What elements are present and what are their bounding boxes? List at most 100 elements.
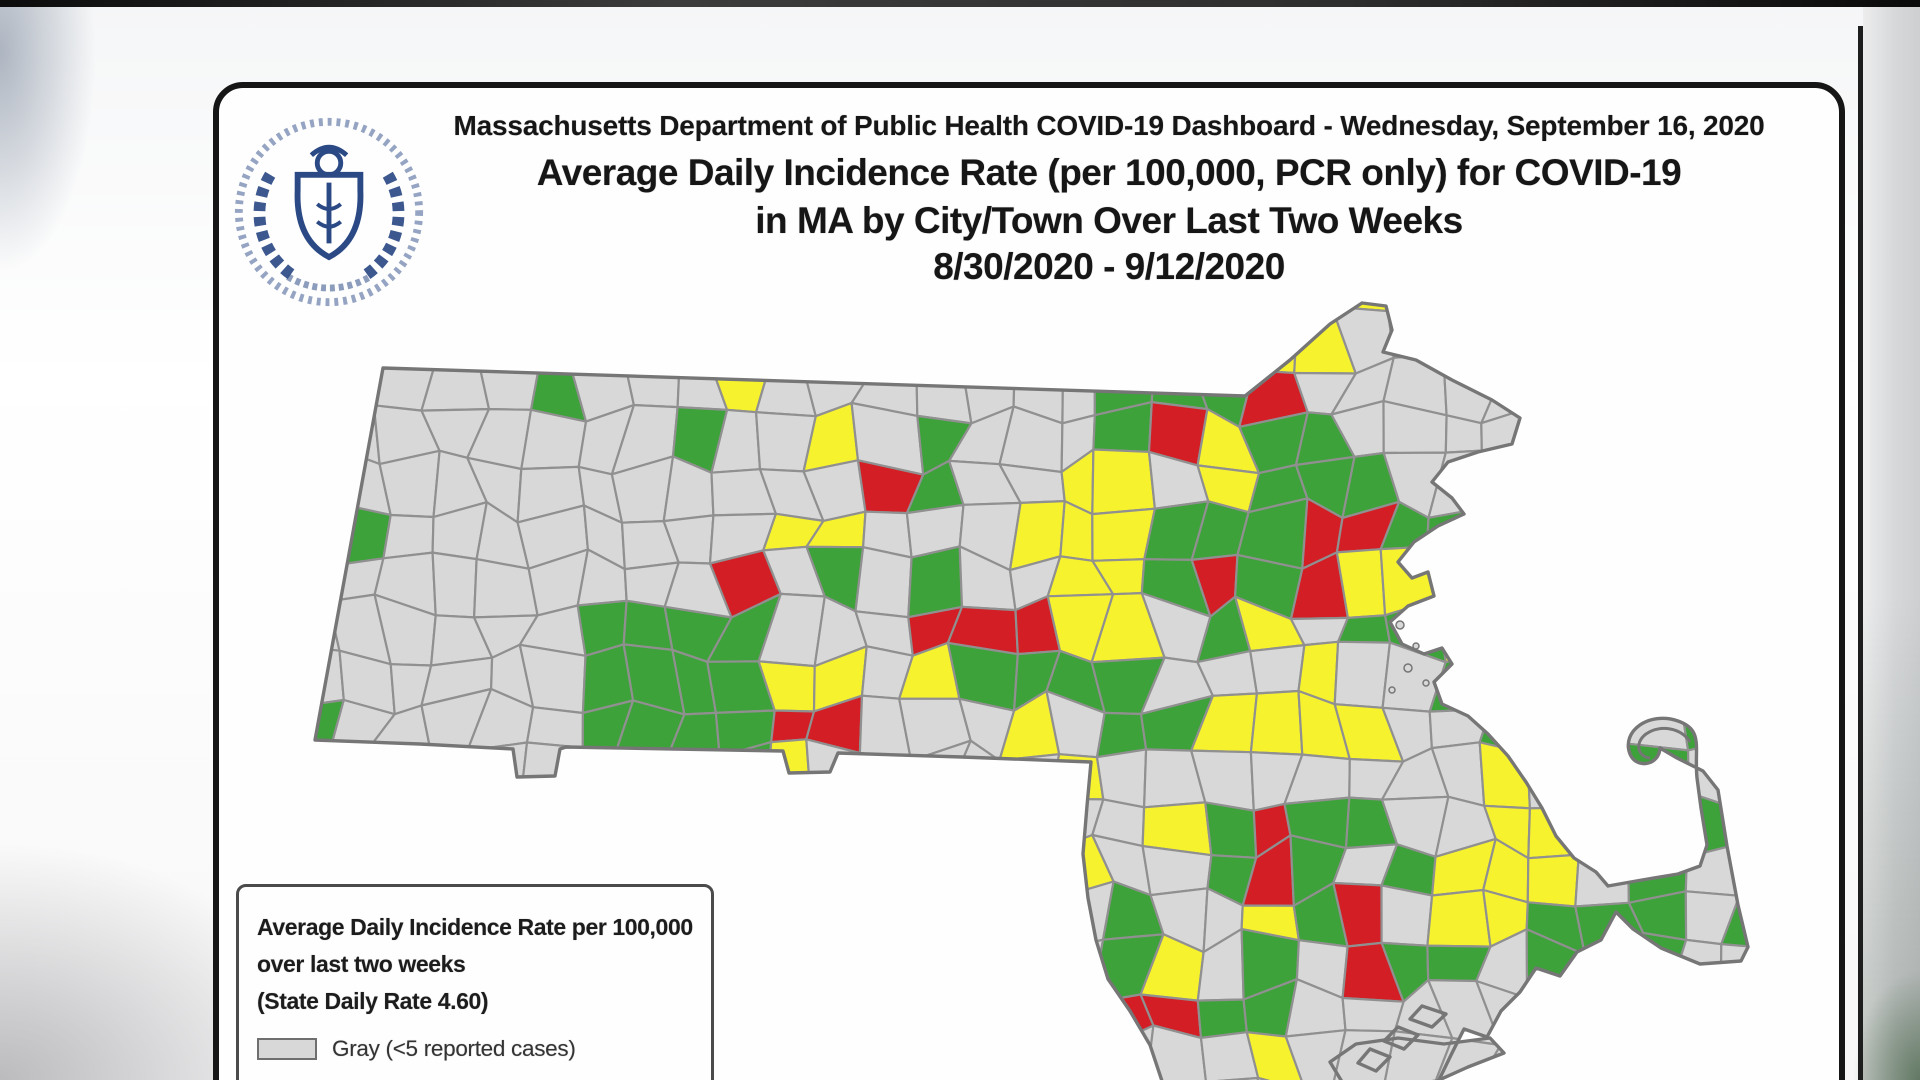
town-cell <box>1380 795 1450 858</box>
town-cell <box>1097 1024 1155 1080</box>
town-cell <box>1669 641 1735 698</box>
town-cell <box>1204 801 1258 859</box>
town-cell <box>708 549 782 619</box>
town-cell <box>805 510 867 549</box>
town-cell <box>1725 463 1748 514</box>
town-cell <box>378 449 441 519</box>
town-cell <box>315 595 341 652</box>
town-cell <box>1620 603 1682 647</box>
legend-label-gray: Gray (<5 reported cases) <box>332 1036 576 1061</box>
town-cell <box>1140 591 1212 664</box>
town-cell <box>1627 890 1688 942</box>
town-cell <box>1047 833 1115 902</box>
town-cell <box>1330 305 1395 375</box>
town-cell <box>852 787 922 856</box>
town-cell <box>900 1031 966 1080</box>
town-cell <box>1624 1025 1691 1080</box>
town-cell <box>1012 352 1065 425</box>
town-cell <box>802 401 860 473</box>
town-cell <box>1386 310 1451 359</box>
town-cell <box>1525 928 1587 1000</box>
town-cell <box>389 663 433 716</box>
town-cell <box>1442 311 1503 379</box>
town-cell <box>765 315 815 376</box>
town-cell <box>801 309 877 369</box>
town-cell <box>962 352 1017 425</box>
town-cell <box>1240 904 1301 942</box>
town-cell <box>1430 837 1497 897</box>
town-cell <box>1008 500 1066 572</box>
town-cell <box>1090 933 1165 1005</box>
town-cell <box>1480 406 1533 459</box>
town-cell <box>1489 643 1541 711</box>
town-cell <box>1482 888 1529 948</box>
town-cell <box>1426 888 1492 948</box>
town-cell <box>856 459 925 515</box>
town-cell <box>323 742 392 808</box>
legend-item-gray: Gray (<5 reported cases) <box>257 1036 695 1062</box>
town-cell <box>1492 322 1540 379</box>
town-cell <box>1483 804 1532 860</box>
town-cell <box>373 593 437 667</box>
town-cell <box>1297 689 1351 761</box>
town-cell <box>1732 596 1748 652</box>
dashboard-title: Massachusetts Department of Public Healt… <box>453 110 1765 141</box>
town-cell <box>1720 886 1748 950</box>
town-cell <box>1620 931 1688 996</box>
town-cell <box>1686 742 1736 810</box>
town-cell <box>1525 901 1587 956</box>
town-cell <box>1428 707 1492 750</box>
town-cell <box>1332 843 1399 887</box>
town-cell <box>852 751 922 808</box>
town-cell <box>1332 881 1383 948</box>
town-cell <box>998 689 1061 762</box>
town-cell <box>1190 553 1239 618</box>
town-cell <box>519 789 578 854</box>
town-cell <box>1522 991 1598 1051</box>
town-cell <box>907 545 964 619</box>
town-cell <box>1480 364 1534 425</box>
town-cell <box>432 807 487 851</box>
town-cell <box>757 592 826 668</box>
town-cell <box>718 740 773 805</box>
town-cell <box>1090 591 1166 664</box>
town-cell <box>1769 558 1832 602</box>
town-cell <box>1531 311 1590 371</box>
town-cell <box>1684 890 1741 946</box>
town-cell <box>907 605 964 657</box>
town-cell <box>1381 706 1434 763</box>
town-cell <box>1430 741 1486 807</box>
town-cell <box>1575 498 1644 568</box>
town-cell <box>706 592 782 663</box>
town-cell <box>1436 597 1495 664</box>
town-cell <box>665 755 733 799</box>
town-cell <box>1623 454 1685 512</box>
town-cell <box>1788 598 1831 652</box>
town-cell <box>323 798 392 838</box>
town-cell <box>1764 417 1827 470</box>
town-cell <box>1017 946 1068 997</box>
map-legend: Average Daily Incidence Rate per 100,000… <box>236 884 714 1080</box>
town-cell <box>466 687 535 753</box>
town-cell <box>662 455 715 523</box>
town-cell <box>622 643 686 716</box>
town-cell <box>905 503 965 559</box>
town-cell <box>1620 498 1681 553</box>
town-cell <box>672 307 714 364</box>
town-cell <box>1294 411 1356 467</box>
town-cell <box>1202 887 1244 954</box>
town-cell <box>1719 942 1748 995</box>
town-cell <box>1332 1029 1396 1080</box>
town-cell <box>1626 791 1690 859</box>
town-cell <box>573 746 633 798</box>
town-cell <box>1381 641 1447 713</box>
town-cell <box>582 504 626 571</box>
town-cell <box>1379 500 1430 551</box>
town-cell <box>850 309 918 368</box>
town-cell <box>1393 978 1454 1040</box>
town-cell <box>1335 500 1401 554</box>
town-cell <box>1241 834 1295 907</box>
town-cell <box>327 593 392 666</box>
town-cell <box>958 932 1023 997</box>
town-cell <box>1573 976 1627 1051</box>
